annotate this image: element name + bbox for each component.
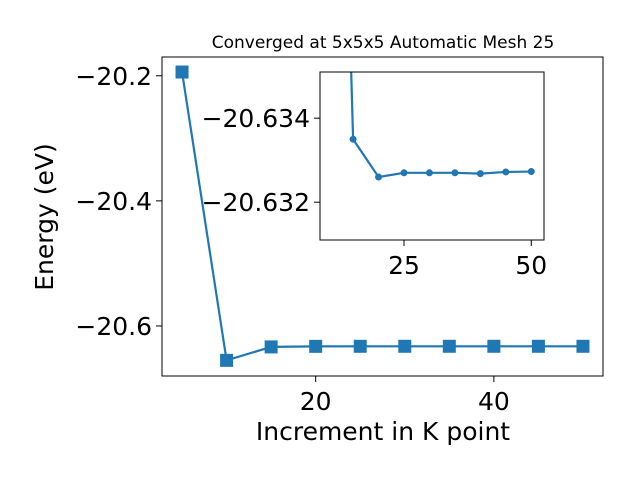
inset-data-point [502, 168, 510, 176]
main-data-point [531, 339, 545, 353]
inset-y-tick-label: −20.634 [202, 104, 310, 133]
y-axis-label: Energy (eV) [30, 143, 59, 290]
inset-y-tick-label: −20.632 [202, 188, 310, 217]
main-data-point [576, 339, 590, 353]
main-data-point [309, 339, 323, 353]
main-x-tick-label: 40 [478, 387, 510, 416]
main-data-point [442, 339, 456, 353]
inset-x-tick-label: 25 [388, 251, 420, 280]
x-axis-label: Increment in K point [256, 417, 510, 446]
main-plot-frame [161, 56, 604, 377]
inset-data-point [425, 169, 433, 177]
inset-plot-frame [319, 71, 545, 241]
inset-ticks: 25 50 −20.634 −20.632 [202, 104, 548, 280]
main-y-tick-label: −20.6 [75, 312, 152, 341]
main-plot: Converged at 5x5x5 Automatic Mesh 25 Inc… [30, 33, 604, 446]
main-ticks: 20 40 −20.2 −20.4 −20.6 [75, 62, 509, 416]
main-data-point [220, 353, 234, 367]
main-x-tick-label: 20 [300, 387, 332, 416]
chart-title: Converged at 5x5x5 Automatic Mesh 25 [212, 33, 555, 53]
inset-background [320, 72, 544, 240]
main-series [175, 65, 590, 367]
main-data-point [353, 339, 367, 353]
inset-data-point [375, 173, 383, 181]
main-data-point [398, 339, 412, 353]
inset-x-tick-label: 50 [515, 251, 547, 280]
inset-data-point [400, 169, 408, 177]
inset-data-point [451, 169, 459, 177]
inset-data-point [527, 168, 535, 176]
main-data-point [175, 65, 189, 79]
inset-plot: 25 50 −20.634 −20.632 [202, 71, 548, 280]
main-y-tick-label: −20.4 [75, 187, 152, 216]
inset-data-point [349, 135, 357, 143]
main-y-tick-label: −20.2 [75, 62, 152, 91]
main-data-point [264, 340, 278, 354]
main-series-line [180, 71, 583, 362]
main-data-point [487, 339, 501, 353]
inset-data-point [476, 170, 484, 178]
inset-series [349, 72, 535, 181]
